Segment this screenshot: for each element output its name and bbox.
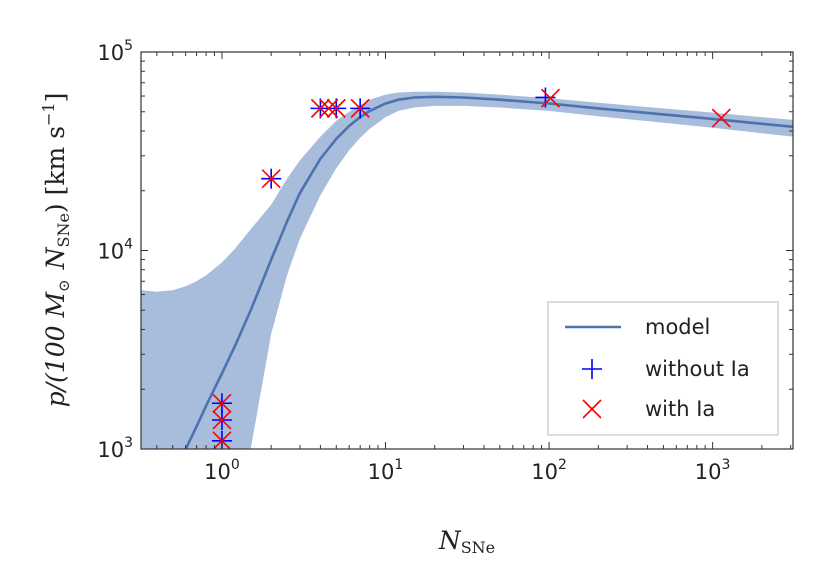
x-tick-label: 101 bbox=[368, 457, 404, 484]
marker-with-ia bbox=[711, 108, 731, 128]
legend-model-label: model bbox=[645, 315, 710, 339]
marker-with-ia bbox=[261, 169, 281, 189]
x-tick-label: 103 bbox=[695, 457, 731, 484]
model-uncertainty-band bbox=[141, 91, 793, 449]
y-axis-label: p/(100 M⊙NSNe) [km s−1] bbox=[39, 93, 73, 408]
x-tick-label: 102 bbox=[531, 457, 567, 484]
x-tick-label: 100 bbox=[204, 457, 240, 484]
marker-with-ia bbox=[350, 98, 370, 118]
marker-with-ia bbox=[310, 98, 330, 118]
marker-with-ia bbox=[319, 98, 339, 118]
legend-with-ia-label: with Ia bbox=[645, 397, 715, 421]
marker-with-ia bbox=[212, 431, 232, 449]
legend: model without Ia with Ia bbox=[547, 301, 779, 436]
y-tick-label: 104 bbox=[97, 237, 133, 264]
marker-with-ia bbox=[540, 88, 561, 108]
plot-area bbox=[141, 87, 793, 449]
marker-with-ia bbox=[212, 410, 232, 430]
axis-ticks: 100 101 102 103 103 104 105 bbox=[97, 38, 793, 484]
marker-with-ia bbox=[326, 98, 346, 118]
legend-with-ia-swatch bbox=[582, 399, 602, 419]
y-tick-label: 103 bbox=[97, 435, 133, 462]
marker-with-ia bbox=[212, 393, 232, 413]
x-axis-label: NSNe bbox=[438, 526, 495, 557]
y-tick-label: 105 bbox=[97, 38, 133, 65]
legend-without-ia-label: without Ia bbox=[645, 357, 750, 381]
data-markers bbox=[211, 87, 731, 449]
legend-without-ia-swatch bbox=[582, 359, 602, 379]
